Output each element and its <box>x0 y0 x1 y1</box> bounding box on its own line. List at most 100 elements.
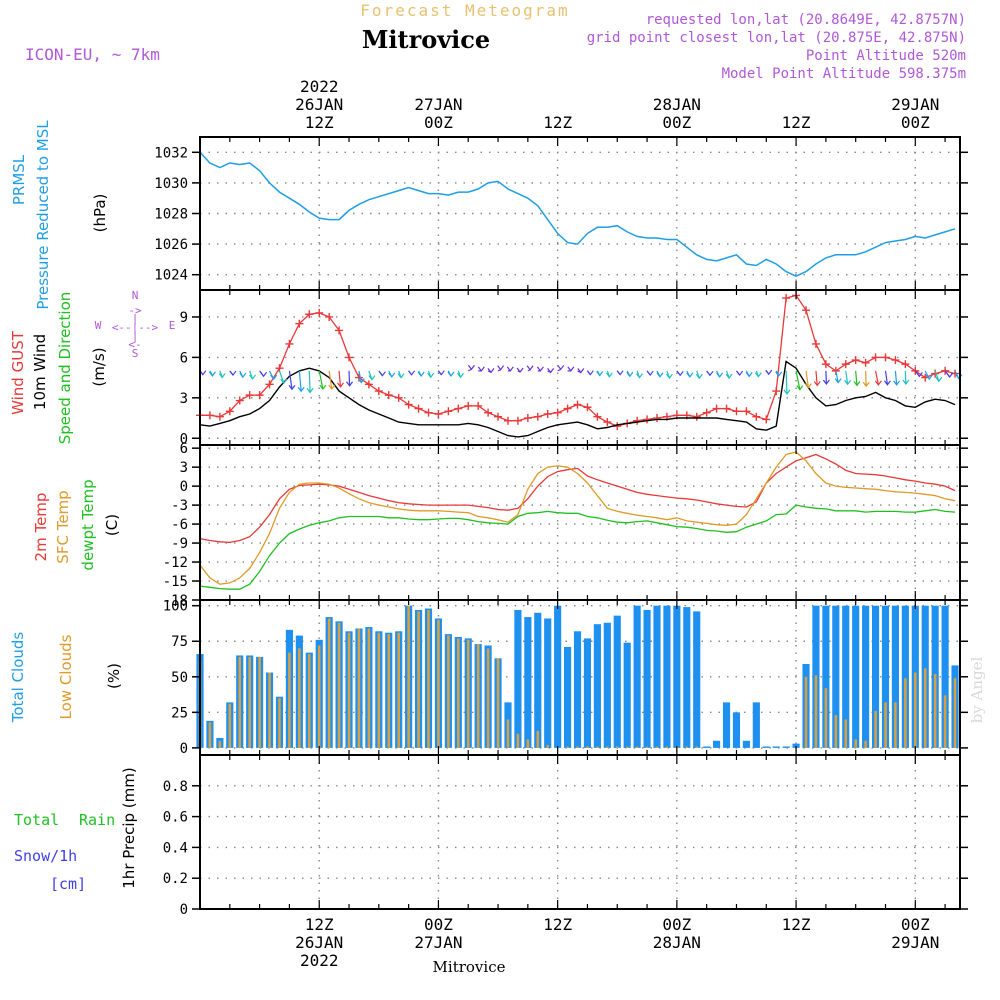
low-cloud-bar <box>914 672 917 748</box>
wind-arrow <box>298 370 302 392</box>
time-label-bottom: 12Z <box>543 915 572 934</box>
wind-arrow-head <box>605 372 613 378</box>
temp-label-3: dewpt Temp <box>79 479 97 570</box>
low-cloud-bar <box>258 656 261 748</box>
low-cloud-bar <box>268 672 271 748</box>
y-tick-label: 0.2 <box>163 871 188 887</box>
temp-unit: (C) <box>103 514 121 536</box>
wind-arrow-head <box>616 370 624 376</box>
wind-arrow <box>865 370 867 387</box>
gust-point <box>305 310 314 319</box>
gust-point <box>424 408 433 417</box>
time-label-top: 00Z <box>901 113 930 132</box>
precip-label-cm: [cm] <box>50 875 86 893</box>
wind-arrow-head <box>280 378 288 385</box>
gust-point <box>384 391 393 400</box>
wind-arrow-head <box>706 370 714 377</box>
time-label-bottom: 00Z <box>901 915 930 934</box>
y-tick-label: -6 <box>171 517 188 533</box>
wind-arrow-head <box>955 374 963 380</box>
gust-point <box>464 401 473 410</box>
pressure-line <box>199 151 956 278</box>
low-cloud-bar <box>606 746 609 748</box>
model-altitude: Model Point Altitude 598.375m <box>722 66 966 82</box>
total-cloud-bar <box>693 611 701 748</box>
wind-arrow-head <box>935 376 943 383</box>
gust-point <box>533 412 542 421</box>
wind-arrow-head <box>915 371 923 378</box>
low-cloud-bar <box>596 746 599 748</box>
low-cloud-bar <box>625 746 629 748</box>
total-cloud-bar <box>732 712 741 748</box>
gust-point <box>881 353 890 362</box>
data-layer <box>196 151 963 910</box>
gust-point <box>583 403 592 412</box>
low-cloud-bar <box>228 703 232 748</box>
low-cloud-bar <box>953 678 957 748</box>
wind-line <box>199 360 956 438</box>
gust-point <box>285 339 294 348</box>
total-cloud-bar <box>901 605 909 748</box>
low-cloud-bar <box>685 746 689 748</box>
time-label-top: 12Z <box>543 113 572 132</box>
gust-point <box>752 412 761 421</box>
wind-arrow-head <box>239 372 247 379</box>
low-cloud-bar <box>665 746 669 748</box>
total-cloud-bar <box>564 646 572 748</box>
gust-point <box>265 380 274 389</box>
wind-arrow-head <box>874 380 882 386</box>
wind-arrow-head <box>636 373 643 379</box>
gust-point <box>523 414 532 423</box>
y-tick-label: 1032 <box>154 145 188 161</box>
gust-point <box>821 360 830 369</box>
gust-point <box>732 407 741 416</box>
gust-point <box>364 380 373 389</box>
gust-point <box>345 353 354 362</box>
low-cloud-bar <box>407 605 410 748</box>
wind-arrow-head <box>547 367 555 374</box>
gust-point <box>802 306 811 315</box>
wind-arrow <box>874 370 879 386</box>
total-cloud-bar <box>822 605 830 748</box>
low-cloud-bar <box>486 648 490 748</box>
axis-layer: 1024 1026 1028 1030 1032 0 3 6 9 6 3 0 -3 -6 -9 -12 -15 -… <box>154 77 968 970</box>
pressure-label-2: Pressure Reduced to MSL <box>34 120 52 310</box>
wind-arrow-head <box>862 381 870 388</box>
gust-point <box>722 404 731 413</box>
total-cloud-bar <box>941 605 949 748</box>
gust-point <box>295 319 304 328</box>
svg-text:->: -> <box>128 304 142 317</box>
wind-arrow-head <box>319 384 327 391</box>
low-cloud-bar <box>218 740 222 748</box>
wind-arrow-head <box>596 371 604 377</box>
wind-arrow-head <box>813 381 821 387</box>
point-altitude: Point Altitude 520m <box>806 48 966 64</box>
time-label-bottom: 29JAN <box>891 933 939 952</box>
wind-label-2: 10m Wind <box>31 334 49 410</box>
low-cloud-bar <box>417 611 420 748</box>
gust-point <box>325 312 334 321</box>
gust-point <box>374 387 383 396</box>
pressure-unit: (hPa) <box>91 194 109 233</box>
compass-n: N <box>132 289 139 302</box>
total-cloud-bar <box>713 740 721 748</box>
gust-point <box>593 412 602 421</box>
gust-point <box>335 326 344 335</box>
low-cloud-bar <box>615 746 619 748</box>
gust-point <box>474 401 483 410</box>
gust-point <box>633 416 642 425</box>
precip-label-rain: Rain <box>79 811 115 829</box>
low-cloud-bar <box>248 656 251 748</box>
gust-point <box>891 356 900 365</box>
total-cloud-bar <box>643 609 651 748</box>
wind-arrow-head <box>754 372 762 378</box>
wind-arrow-head <box>208 371 216 377</box>
low-cloud-bar <box>337 622 341 748</box>
requested-coords: requested lon,lat (20.8649E, 42.8757N) <box>646 12 966 28</box>
total-cloud-bar <box>593 624 601 748</box>
pressure-labels: PRMSL Pressure Reduced to MSL (hPa) <box>10 120 109 310</box>
low-cloud-bar <box>576 746 579 748</box>
low-cloud-bar <box>933 673 937 748</box>
time-label-top: 28JAN <box>653 95 701 114</box>
